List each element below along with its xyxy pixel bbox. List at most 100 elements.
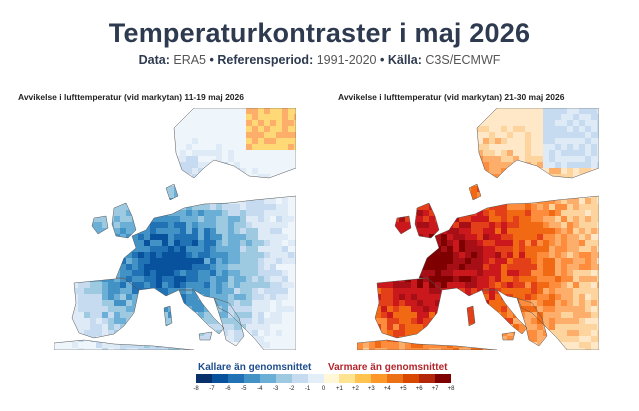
map-cell xyxy=(90,108,96,114)
map-cell xyxy=(246,120,252,126)
map-cell xyxy=(471,270,477,276)
map-cell xyxy=(282,120,288,126)
map-cell xyxy=(381,270,387,276)
map-cell xyxy=(192,264,198,270)
map-cell xyxy=(369,210,375,216)
map-cell xyxy=(399,210,405,216)
map-cell xyxy=(387,120,393,126)
map-cell xyxy=(411,204,417,210)
map-cell xyxy=(234,114,240,120)
map-cell xyxy=(60,126,66,132)
map-cell xyxy=(483,276,489,282)
map-cell xyxy=(495,246,501,252)
map-cell xyxy=(246,240,252,246)
map-cell xyxy=(471,252,477,258)
map-cell xyxy=(102,276,108,282)
scale-swatch xyxy=(371,374,388,383)
map-cell xyxy=(501,264,507,270)
map-cell xyxy=(228,306,234,312)
map-cell xyxy=(519,150,525,156)
map-cell xyxy=(519,324,525,330)
map-cell xyxy=(78,162,84,168)
map-cell xyxy=(501,138,507,144)
map-cell xyxy=(537,216,543,222)
map-cell xyxy=(282,270,288,276)
map-cell xyxy=(579,198,585,204)
map-cell xyxy=(84,198,90,204)
coastline xyxy=(198,331,213,341)
map-cell xyxy=(258,258,264,264)
map-cell xyxy=(264,120,270,126)
map-cell xyxy=(192,276,198,282)
map-cell xyxy=(54,132,60,138)
map-cell xyxy=(579,192,585,198)
map-cell xyxy=(495,198,501,204)
map-cell xyxy=(54,126,60,132)
map-cell xyxy=(270,204,276,210)
map-cell xyxy=(72,144,78,150)
map-cell xyxy=(222,276,228,282)
map-cell xyxy=(120,162,126,168)
map-cell xyxy=(138,108,144,114)
map-cell xyxy=(405,216,411,222)
map-cell xyxy=(459,294,465,300)
map-cell xyxy=(282,144,288,150)
map-cell xyxy=(198,222,204,228)
map-cell xyxy=(435,186,441,192)
map-cell xyxy=(591,210,597,216)
map-cell xyxy=(108,186,114,192)
map-cell xyxy=(72,198,78,204)
scale-tick: -8 xyxy=(193,386,199,392)
map-cell xyxy=(381,312,387,318)
map-cell xyxy=(54,246,60,252)
map-cell xyxy=(489,132,495,138)
map-cell xyxy=(258,144,264,150)
map-cell xyxy=(459,198,465,204)
map-cell xyxy=(216,324,222,330)
map-cell xyxy=(471,138,477,144)
map-cell xyxy=(282,186,288,192)
map-cell xyxy=(567,270,573,276)
map-cell xyxy=(501,114,507,120)
map-cell xyxy=(561,342,567,348)
map-cell xyxy=(126,132,132,138)
map-cell xyxy=(585,318,591,324)
map-cell xyxy=(240,186,246,192)
map-cell xyxy=(573,192,579,198)
map-cell xyxy=(228,240,234,246)
map-cell xyxy=(264,180,270,186)
map-cell xyxy=(393,108,399,114)
map-cell xyxy=(423,156,429,162)
map-cell xyxy=(573,258,579,264)
map-cell xyxy=(252,216,258,222)
map-cell xyxy=(441,318,447,324)
map-cell xyxy=(240,348,246,350)
map-cell xyxy=(429,306,435,312)
map-cell xyxy=(180,204,186,210)
map-cell xyxy=(66,246,72,252)
map-cell xyxy=(375,348,381,350)
map-cell xyxy=(174,198,180,204)
map-cell xyxy=(381,120,387,126)
map-cell xyxy=(84,234,90,240)
map-cell xyxy=(276,198,282,204)
scale-tick: +1 xyxy=(336,386,343,392)
map-cell xyxy=(525,252,531,258)
map-cell xyxy=(423,240,429,246)
map-cell xyxy=(186,276,192,282)
map-cell xyxy=(234,246,240,252)
map-cell xyxy=(495,252,501,258)
map-cell xyxy=(126,210,132,216)
map-cell xyxy=(435,198,441,204)
map-cell xyxy=(375,300,381,306)
map-cell xyxy=(543,222,549,228)
map-cell xyxy=(60,294,66,300)
map-cell xyxy=(573,336,579,342)
map-cell xyxy=(447,306,453,312)
map-cell xyxy=(453,162,459,168)
map-cell xyxy=(417,162,423,168)
map-cell xyxy=(192,240,198,246)
map-cell xyxy=(459,144,465,150)
map-cell xyxy=(150,204,156,210)
map-cell xyxy=(168,336,174,342)
